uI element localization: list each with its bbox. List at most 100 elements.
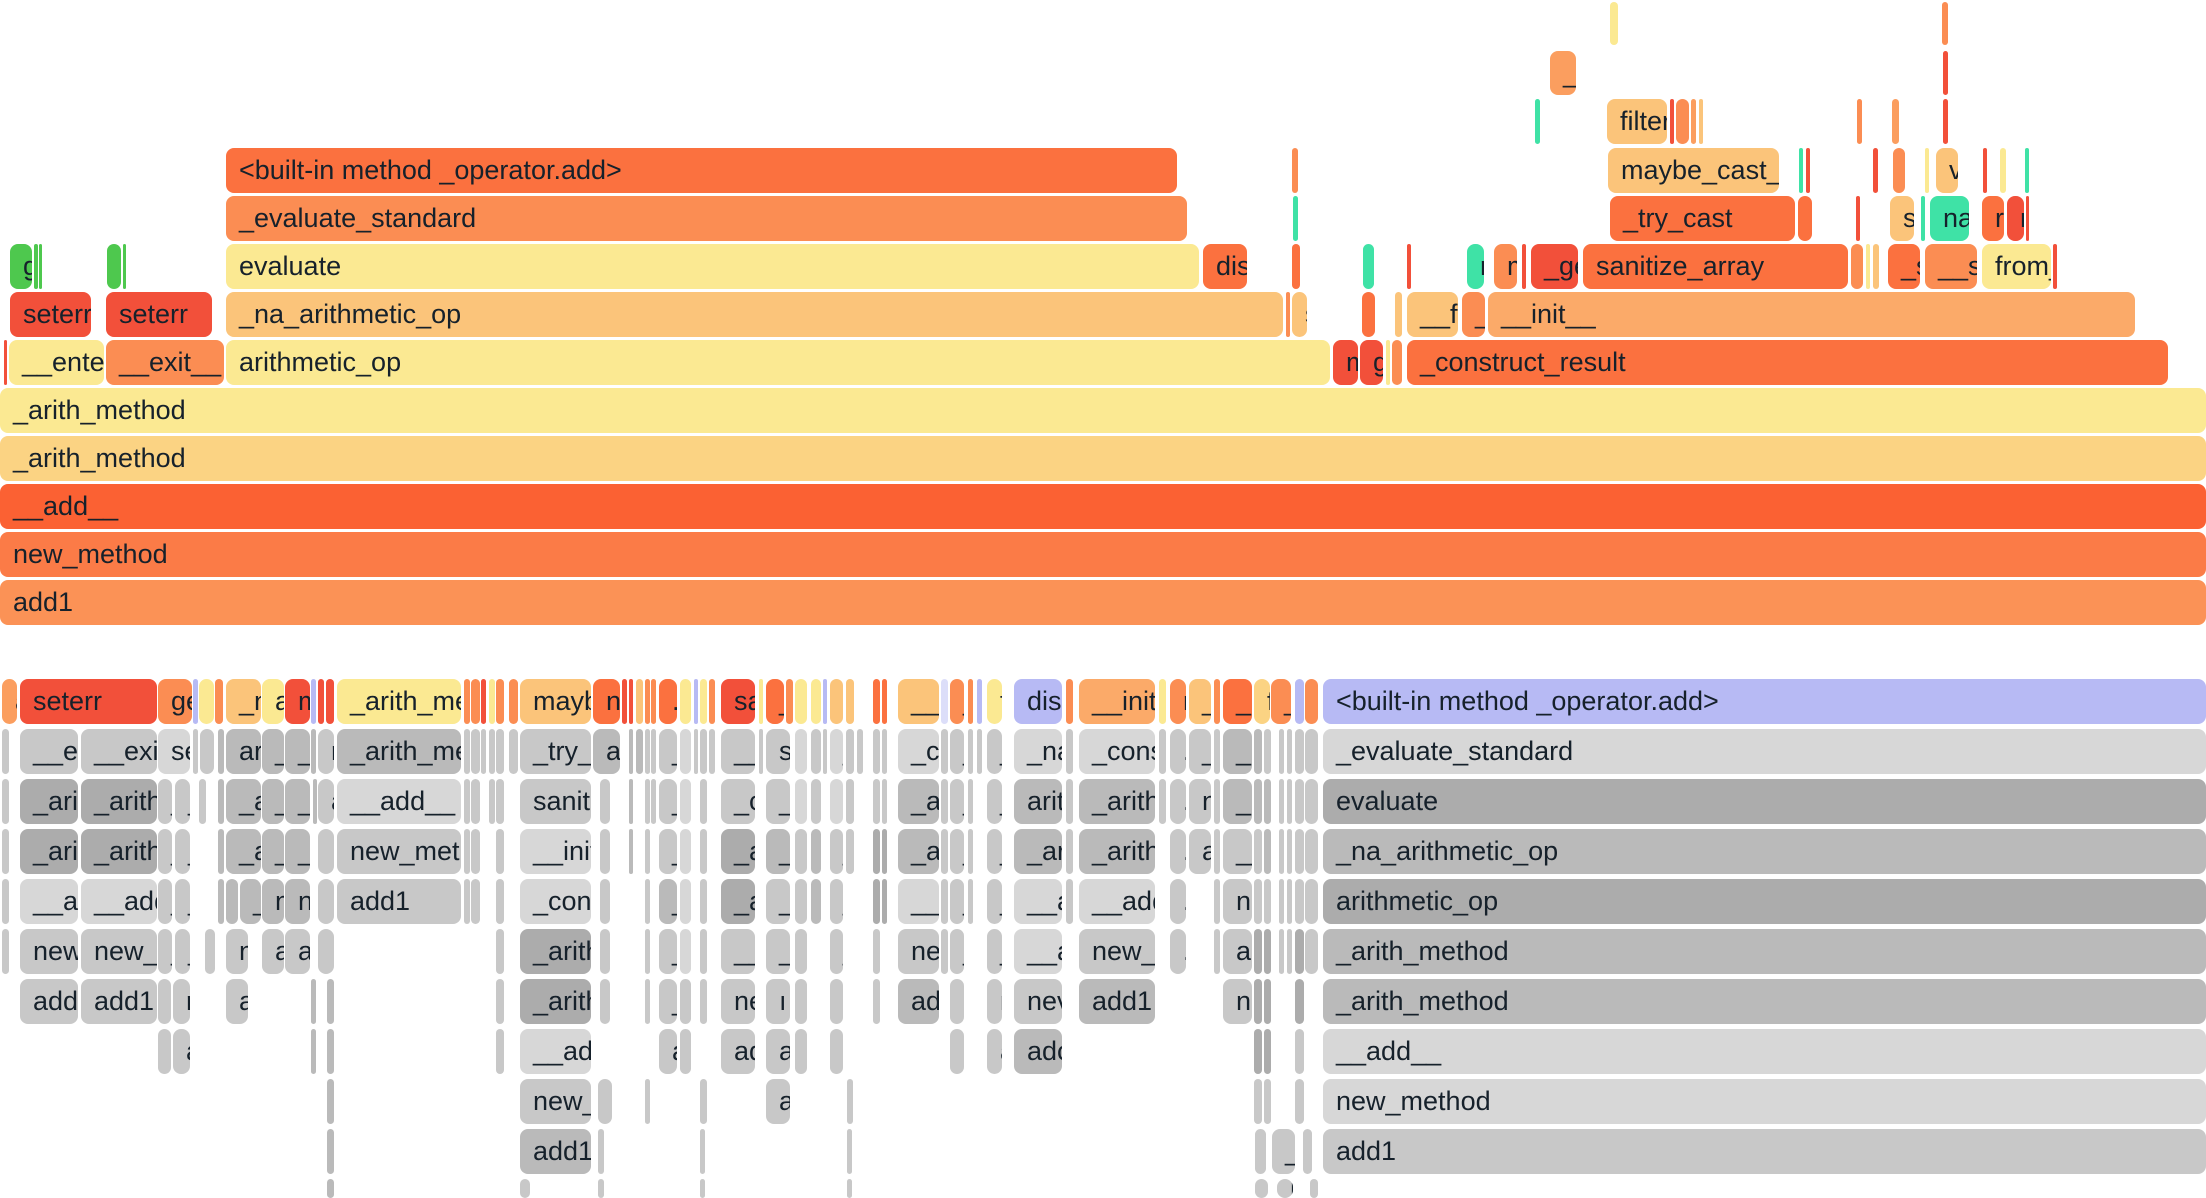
frame-new-meth[interactable]: new_meth (337, 829, 461, 874)
frame-adc[interactable]: __adc (520, 1029, 591, 1074)
frame-sliver[interactable]: _ (158, 929, 172, 974)
frame-sliver[interactable] (520, 1179, 530, 1198)
frame-n[interactable]: n (1189, 779, 1211, 824)
frame-r[interactable]: r (318, 729, 334, 774)
frame-sliver[interactable] (1305, 729, 1318, 774)
frame-sliver[interactable] (811, 729, 821, 774)
frame-sliver[interactable] (1214, 929, 1220, 974)
frame-sliver[interactable] (700, 729, 707, 774)
frame-sliver[interactable]: _ (262, 729, 284, 774)
frame-sliver[interactable] (2026, 196, 2029, 241)
frame-new-method[interactable]: new_method (1323, 1079, 2206, 1124)
frame-sliver[interactable]: _ (987, 779, 1002, 824)
frame-sliver[interactable] (34, 244, 38, 289)
frame-a[interactable]: _a (795, 879, 807, 924)
frame-sliver[interactable] (2000, 148, 2006, 193)
frame-n[interactable]: n (262, 879, 284, 924)
frame-sliver[interactable] (4, 340, 7, 385)
frame-arith[interactable]: _arith (520, 979, 591, 1024)
frame-ad[interactable]: ad (795, 1029, 807, 1074)
frame-sliver[interactable]: _ (950, 729, 964, 774)
frame-sliver[interactable] (977, 729, 982, 774)
frame-sliver[interactable]: _ (950, 879, 964, 924)
frame-sliver[interactable] (1279, 829, 1284, 874)
frame-a[interactable]: _a (1550, 51, 1576, 95)
frame-sliver[interactable] (847, 1129, 852, 1174)
frame-a[interactable]: a (659, 1029, 677, 1074)
frame-arith[interactable]: _arith_ (81, 829, 157, 874)
frame-sliver[interactable] (218, 779, 224, 824)
frame-r[interactable]: r (1170, 679, 1186, 724)
frame-sliver[interactable] (759, 679, 763, 724)
frame-r[interactable]: r (830, 979, 843, 1024)
frame-sliver[interactable] (700, 879, 707, 924)
frame-sliver[interactable]: _ (950, 829, 964, 874)
frame-a[interactable]: __a (898, 879, 939, 924)
frame-cons[interactable]: _cons (520, 879, 591, 924)
frame-a[interactable]: _a (795, 829, 807, 874)
frame-sliver[interactable]: . (1295, 879, 1304, 924)
frame-sliver[interactable] (968, 779, 973, 824)
frame-arit[interactable]: _arit (20, 779, 78, 824)
frame-sliver[interactable]: __ (795, 929, 807, 974)
frame-sliver[interactable] (1856, 196, 1860, 241)
frame-sliver[interactable] (464, 829, 470, 874)
frame-a[interactable]: _a (285, 729, 310, 774)
frame-sliver[interactable]: . (795, 729, 807, 774)
frame-sliver[interactable]: . (1295, 1079, 1304, 1124)
frame-sliver[interactable] (1943, 51, 1948, 95)
frame-sliver[interactable] (318, 829, 334, 874)
frame-a[interactable]: a (2, 679, 17, 724)
frame-seterr[interactable]: seterr (10, 292, 91, 337)
frame-try-c[interactable]: _try_c (520, 729, 591, 774)
frame-sliver[interactable] (786, 679, 793, 724)
frame-sliver[interactable] (1066, 679, 1073, 724)
frame-sliver[interactable] (694, 679, 698, 724)
frame-sliver[interactable] (700, 679, 707, 724)
frame-sliver[interactable] (882, 829, 887, 874)
frame-a[interactable]: a (205, 929, 215, 974)
frame-sliver[interactable] (1159, 679, 1166, 724)
frame-a[interactable]: _a (285, 779, 310, 824)
frame-sliver[interactable] (1279, 729, 1284, 774)
frame-sliver[interactable]: _ (262, 779, 284, 824)
frame-new-r[interactable]: new_r (520, 1079, 591, 1124)
frame-sliver[interactable]: _ (158, 879, 172, 924)
frame-a[interactable]: a (1255, 1179, 1268, 1198)
frame-sliver[interactable] (1892, 99, 1899, 144)
frame-sliver[interactable] (39, 244, 42, 289)
frame-sliver[interactable] (645, 729, 650, 774)
frame-sliver[interactable]: _ (659, 879, 677, 924)
frame-sliver[interactable] (847, 1079, 853, 1124)
frame-sliver[interactable]: . (1170, 929, 1186, 974)
frame-sliver[interactable] (1535, 99, 1540, 144)
frame-sliver[interactable] (873, 679, 880, 724)
frame-add[interactable]: __add_ (1079, 879, 1155, 924)
frame-sliver[interactable]: __ (240, 879, 261, 924)
frame-arith-method[interactable]: _arith_method (1323, 929, 2206, 974)
frame-a[interactable]: a (262, 929, 284, 974)
frame-sliver[interactable] (1279, 929, 1284, 974)
frame-add1[interactable]: add1 (337, 879, 461, 924)
frame-sliver[interactable] (651, 729, 656, 774)
frame-sliver[interactable]: _ (1254, 979, 1262, 1024)
frame-sliver[interactable] (311, 1029, 316, 1074)
frame-new-m[interactable]: new_m (1079, 929, 1155, 974)
frame-ge[interactable]: _ge (1531, 244, 1578, 289)
frame-sliver[interactable] (218, 829, 224, 874)
frame-sliver[interactable] (464, 679, 470, 724)
frame-maybe-cast-t[interactable]: maybe_cast_t (1608, 148, 1779, 193)
frame-n[interactable]: n (1223, 879, 1252, 924)
frame-sliver[interactable]: __ (659, 729, 677, 774)
frame-sliver[interactable] (1159, 779, 1166, 824)
frame-sliver[interactable] (846, 779, 854, 824)
frame-sliver[interactable] (830, 779, 843, 824)
frame-arit[interactable]: _arit (20, 829, 78, 874)
frame-sliver[interactable] (811, 829, 821, 874)
frame-sliver[interactable] (873, 979, 880, 1024)
frame-sliver[interactable] (1921, 196, 1925, 241)
frame-sliver[interactable] (1159, 729, 1166, 774)
frame-sliver[interactable] (759, 729, 763, 774)
frame-sliver[interactable] (651, 679, 656, 724)
frame-s[interactable]: _s (1888, 244, 1920, 289)
